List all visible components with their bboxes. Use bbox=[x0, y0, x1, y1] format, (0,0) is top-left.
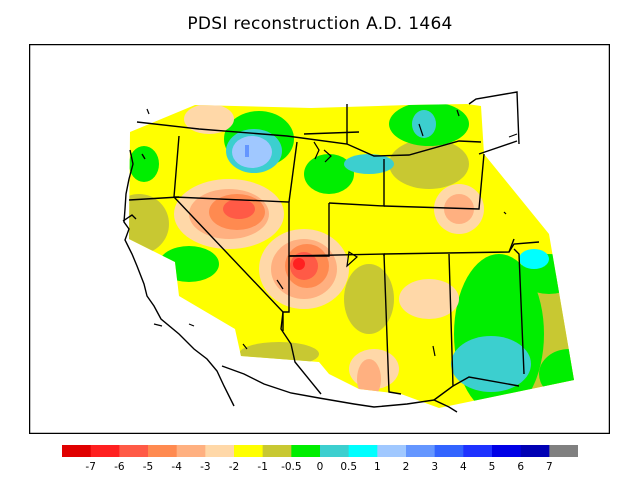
color-legend: -7 -6 -5 -4 -3 -2 -1 -0.5 0 0.5 1 2 3 4 5 6 7 bbox=[62, 445, 578, 473]
legend-label: 5 bbox=[489, 461, 496, 473]
legend-label: 4 bbox=[460, 461, 467, 473]
legend-swatch bbox=[348, 445, 378, 457]
legend-label: 1 bbox=[374, 461, 381, 473]
map-title: PDSI reconstruction A.D. 1464 bbox=[187, 14, 453, 34]
legend-swatch bbox=[463, 445, 493, 457]
legend-label: -4 bbox=[171, 461, 182, 473]
legend-label: -1 bbox=[257, 461, 267, 473]
legend-swatch bbox=[492, 445, 522, 457]
legend-label: 0 bbox=[317, 461, 324, 473]
legend-label: -2 bbox=[229, 461, 239, 473]
pdsi-map bbox=[29, 44, 610, 434]
legend-swatch bbox=[90, 445, 120, 457]
legend-label: 0.5 bbox=[340, 461, 357, 473]
coastline bbox=[122, 149, 458, 413]
legend-swatch bbox=[234, 445, 264, 457]
lakes-islands bbox=[146, 108, 518, 357]
legend-label: 6 bbox=[517, 461, 524, 473]
legend-swatch bbox=[320, 445, 350, 457]
legend-label: -3 bbox=[200, 461, 210, 473]
legend-swatch bbox=[62, 445, 92, 457]
legend-swatch bbox=[205, 445, 235, 457]
legend-swatch bbox=[520, 445, 550, 457]
legend-label: 3 bbox=[431, 461, 438, 473]
legend-label: 7 bbox=[546, 461, 553, 473]
legend-swatch bbox=[434, 445, 464, 457]
legend-swatch bbox=[549, 445, 578, 457]
legend-swatch bbox=[377, 445, 407, 457]
legend-swatch bbox=[262, 445, 292, 457]
legend-label: -6 bbox=[114, 461, 125, 473]
legend-swatch bbox=[119, 445, 149, 457]
state-boundaries bbox=[128, 91, 540, 401]
legend-swatch bbox=[176, 445, 206, 457]
legend-swatch bbox=[406, 445, 436, 457]
legend-swatch bbox=[148, 445, 178, 457]
legend-label: -5 bbox=[143, 461, 153, 473]
legend-label: 2 bbox=[403, 461, 410, 473]
legend-swatch bbox=[291, 445, 321, 457]
legend-label: -0.5 bbox=[281, 461, 302, 473]
legend-label: -7 bbox=[85, 461, 95, 473]
